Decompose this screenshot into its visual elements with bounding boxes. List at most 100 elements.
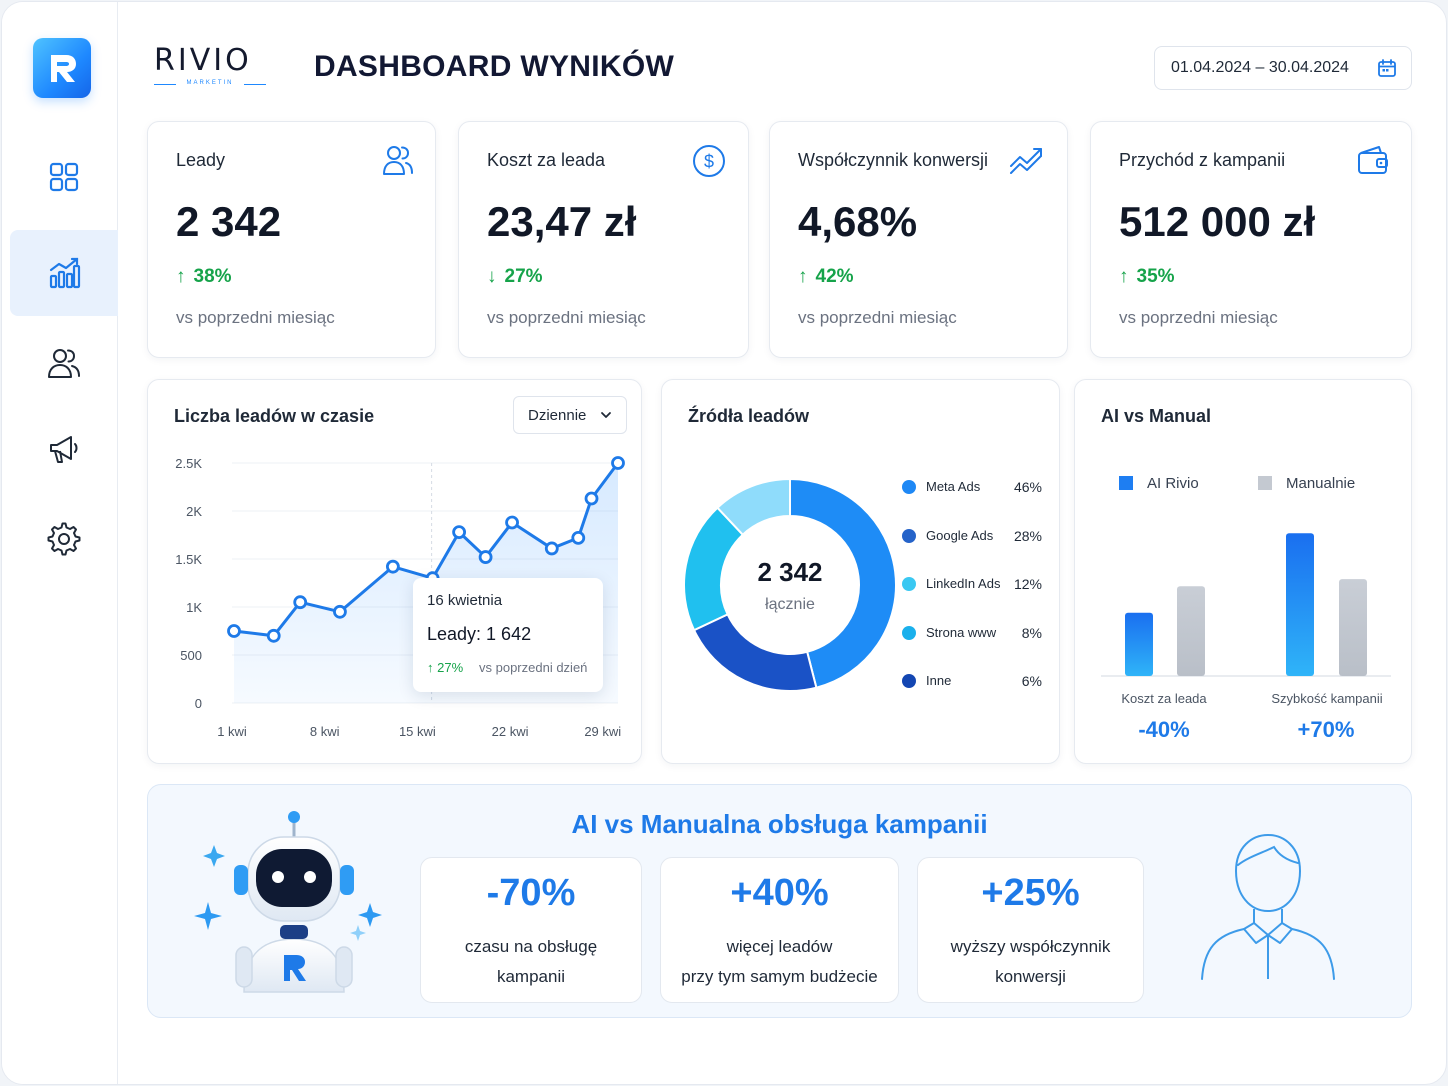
sidebar: [2, 2, 118, 1084]
brand-name: RIVIO: [154, 43, 252, 78]
legend-value: 28%: [1013, 528, 1042, 544]
legend-dot: [902, 577, 916, 591]
r-logo-icon: [51, 55, 76, 82]
arrow-up-icon: ↑: [427, 660, 438, 675]
kpi-note: vs poprzedni miesiąc: [487, 308, 646, 327]
svg-text:$: $: [704, 152, 714, 172]
data-point[interactable]: [293, 595, 308, 610]
legend-label: LinkedIn Ads: [926, 576, 1001, 591]
y-tick-label: 500: [180, 648, 202, 663]
chart-icon: [49, 257, 81, 289]
lead-sources-donut: [683, 477, 897, 692]
kpi-value: 512 000 zł: [1119, 198, 1316, 245]
donut-slice[interactable]: [692, 613, 818, 692]
x-category-label: Koszt za leada: [1121, 691, 1207, 706]
date-range-picker[interactable]: 01.04.2024 – 30.04.2024: [1154, 46, 1412, 90]
stat-description-line: konwersji: [995, 967, 1066, 986]
users-icon: [48, 349, 80, 378]
legend-label: Strona www: [926, 625, 997, 640]
x-tick-label: 29 kwi: [584, 724, 621, 739]
legend-item: Google Ads 28%: [902, 526, 1042, 546]
bar-ai[interactable]: [1286, 533, 1314, 676]
sidebar-item-campaigns[interactable]: [10, 406, 118, 492]
tooltip-leads: Leady: 1 642: [427, 624, 532, 644]
data-point[interactable]: [584, 491, 599, 506]
arrow-up-icon: ↑: [798, 266, 808, 287]
ai-vs-manual-banner: AI vs Manualna obsługa kampanii: [147, 784, 1412, 1018]
sidebar-item-users[interactable]: [10, 320, 118, 406]
stat-description-line: wyższy współczynnik: [950, 937, 1111, 956]
period-select[interactable]: Dziennie: [513, 396, 627, 434]
grid-icon: [49, 162, 79, 192]
data-point[interactable]: [227, 624, 241, 638]
kpi-value: 2 342: [176, 198, 282, 245]
x-tick-label: 8 kwi: [310, 724, 340, 739]
donut-slice[interactable]: [789, 477, 897, 689]
data-point[interactable]: [452, 525, 467, 540]
kpi-change: ↑ 42%: [798, 266, 854, 288]
arrow-down-icon: ↓: [487, 266, 497, 287]
legend-dot: [902, 529, 916, 543]
ai-vs-manual-bar-chart: Koszt za leada Szybkość kampanii: [1101, 533, 1391, 706]
donut-slice[interactable]: [716, 477, 791, 537]
kpi-card-revenue: Przychód z kampanii 512 000 zł ↑ 35% vs p…: [1090, 121, 1412, 358]
sidebar-item-dashboard[interactable]: [10, 134, 118, 220]
card-title: Liczba leadów w czasie: [174, 406, 375, 426]
data-point[interactable]: [266, 628, 281, 643]
data-point[interactable]: [333, 604, 347, 619]
stat-card-conversion: +25% wyższy współczynnik konwersji: [917, 857, 1144, 1003]
sparkle-icon: [194, 902, 222, 930]
legend-item: LinkedIn Ads 12%: [902, 574, 1042, 594]
tooltip-change-value: 27%: [437, 660, 464, 675]
tooltip-date: 16 kwietnia: [427, 592, 503, 609]
kpi-value: 23,47 zł: [487, 198, 637, 245]
kpi-change: ↑ 35%: [1119, 266, 1175, 288]
legend-dot: [902, 480, 916, 494]
stat-description: więcej leadów przy tym samym budżecie: [661, 932, 898, 992]
legend-item: Inne 6%: [902, 671, 1042, 691]
gear-icon: [47, 522, 81, 556]
leads-over-time-card: Liczba leadów w czasie Dziennie 0 500 1K 1.…: [147, 379, 642, 764]
legend-item: Strona www 8%: [902, 623, 1042, 643]
legend-value: 6%: [1021, 673, 1042, 689]
bar-manual[interactable]: [1339, 579, 1367, 676]
kpi-card-conversion: Współczynnik konwersji 4,68% ↑ 42% vs pop…: [769, 121, 1068, 358]
y-tick-label: 2K: [186, 504, 202, 519]
chevron-down-icon: [601, 412, 611, 418]
sidebar-item-settings[interactable]: [10, 496, 118, 582]
stat-card-time: -70% czasu na obsługę kampanii: [420, 857, 642, 1003]
data-point[interactable]: [478, 550, 493, 564]
card-title: AI vs Manual: [1101, 406, 1212, 426]
arrow-up-icon: ↑: [1119, 266, 1129, 287]
bar-manual[interactable]: [1177, 586, 1205, 676]
leads-line-chart: 0 500 1K 1.5K 2K 2.5K 1 kwi 8 kwi 15 kwi 22 kwi 29…: [175, 456, 625, 739]
kpi-change-value: 38%: [193, 266, 232, 287]
data-point[interactable]: [544, 541, 559, 556]
data-point[interactable]: [505, 515, 519, 530]
kpi-card-cost: Koszt za leada $ 23,47 zł ↓ 27% vs poprze…: [458, 121, 749, 358]
sidebar-item-analytics[interactable]: [10, 230, 118, 316]
lead-sources-card: Źródła leadów 2 342 łącznie Meta Ads 46% G…: [661, 379, 1060, 764]
bar-ai[interactable]: [1125, 612, 1153, 676]
x-tick-label: 15 kwi: [399, 724, 436, 739]
legend-swatch-ai: [1119, 476, 1133, 490]
app-logo[interactable]: [33, 38, 91, 98]
kpi-label: Przychód z kampanii: [1119, 150, 1286, 170]
sparkle-icon: [350, 925, 366, 941]
kpi-note: vs poprzedni miesiąc: [798, 308, 957, 327]
kpi-label: Współczynnik konwersji: [798, 150, 989, 170]
wallet-icon: [1358, 146, 1388, 174]
data-point[interactable]: [571, 530, 586, 545]
data-point[interactable]: [385, 559, 400, 574]
brand-logo: RIVIO MARKETIN: [154, 44, 266, 88]
result-cost: -40%: [1138, 717, 1190, 742]
stat-description-line: przy tym samym budżecie: [681, 967, 878, 986]
donut-total-label: łącznie: [765, 596, 815, 613]
stat-value: +40%: [730, 872, 829, 914]
stat-card-leads: +40% więcej leadów przy tym samym budżec…: [660, 857, 899, 1003]
legend-label: Inne: [926, 673, 952, 688]
kpi-label: Koszt za leada: [487, 150, 606, 170]
legend-label-ai: AI Rivio: [1147, 475, 1199, 492]
y-tick-label: 1.5K: [175, 552, 202, 567]
data-point[interactable]: [611, 456, 625, 470]
